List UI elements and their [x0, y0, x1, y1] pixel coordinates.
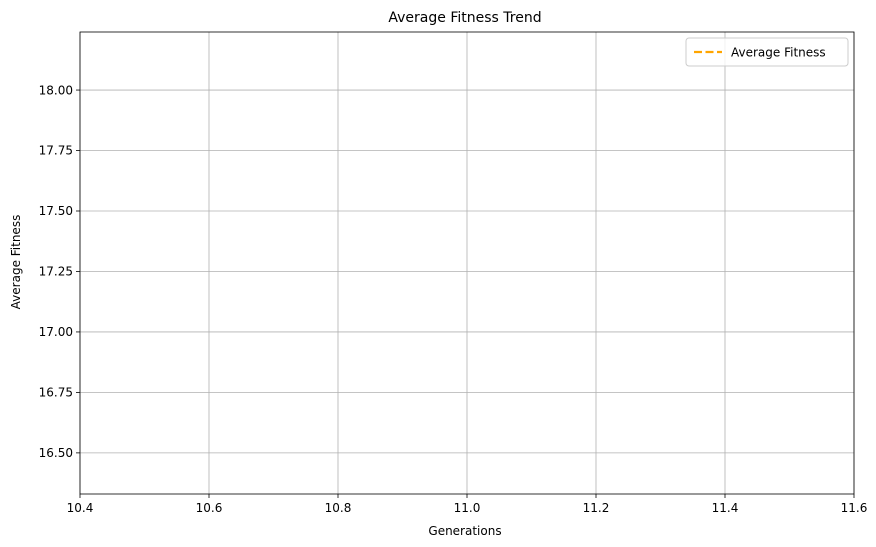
- x-axis-ticks: 10.4 10.6 10.8 11.0 11.2 11.4 11.6: [67, 494, 868, 515]
- legend-box: [685, 37, 849, 67]
- y-axis-label: Average Fitness: [9, 215, 23, 310]
- x-tick-label: 10.8: [325, 501, 352, 515]
- y-axis-ticks: 16.50 16.75 17.00 17.25 17.50 17.75 18.00: [39, 83, 80, 460]
- legend: Average Fitness: [685, 37, 849, 67]
- y-tick-label: 17.25: [39, 265, 73, 279]
- x-tick-label: 11.6: [841, 501, 868, 515]
- y-tick-label: 16.75: [39, 386, 73, 400]
- x-tick-label: 11.2: [583, 501, 610, 515]
- legend-label: Average Fitness: [731, 46, 826, 60]
- y-tick-label: 17.00: [39, 325, 73, 339]
- x-axis-label: Generations: [428, 524, 501, 538]
- y-tick-label: 17.50: [39, 204, 73, 218]
- x-tick-label: 10.6: [196, 501, 223, 515]
- y-tick-label: 17.75: [39, 144, 73, 158]
- x-tick-label: 10.4: [67, 501, 94, 515]
- x-tick-label: 11.4: [712, 501, 739, 515]
- x-tick-label: 11.0: [454, 501, 481, 515]
- y-tick-label: 18.00: [39, 83, 73, 97]
- y-tick-label: 16.50: [39, 446, 73, 460]
- chart-title: Average Fitness Trend: [388, 10, 541, 26]
